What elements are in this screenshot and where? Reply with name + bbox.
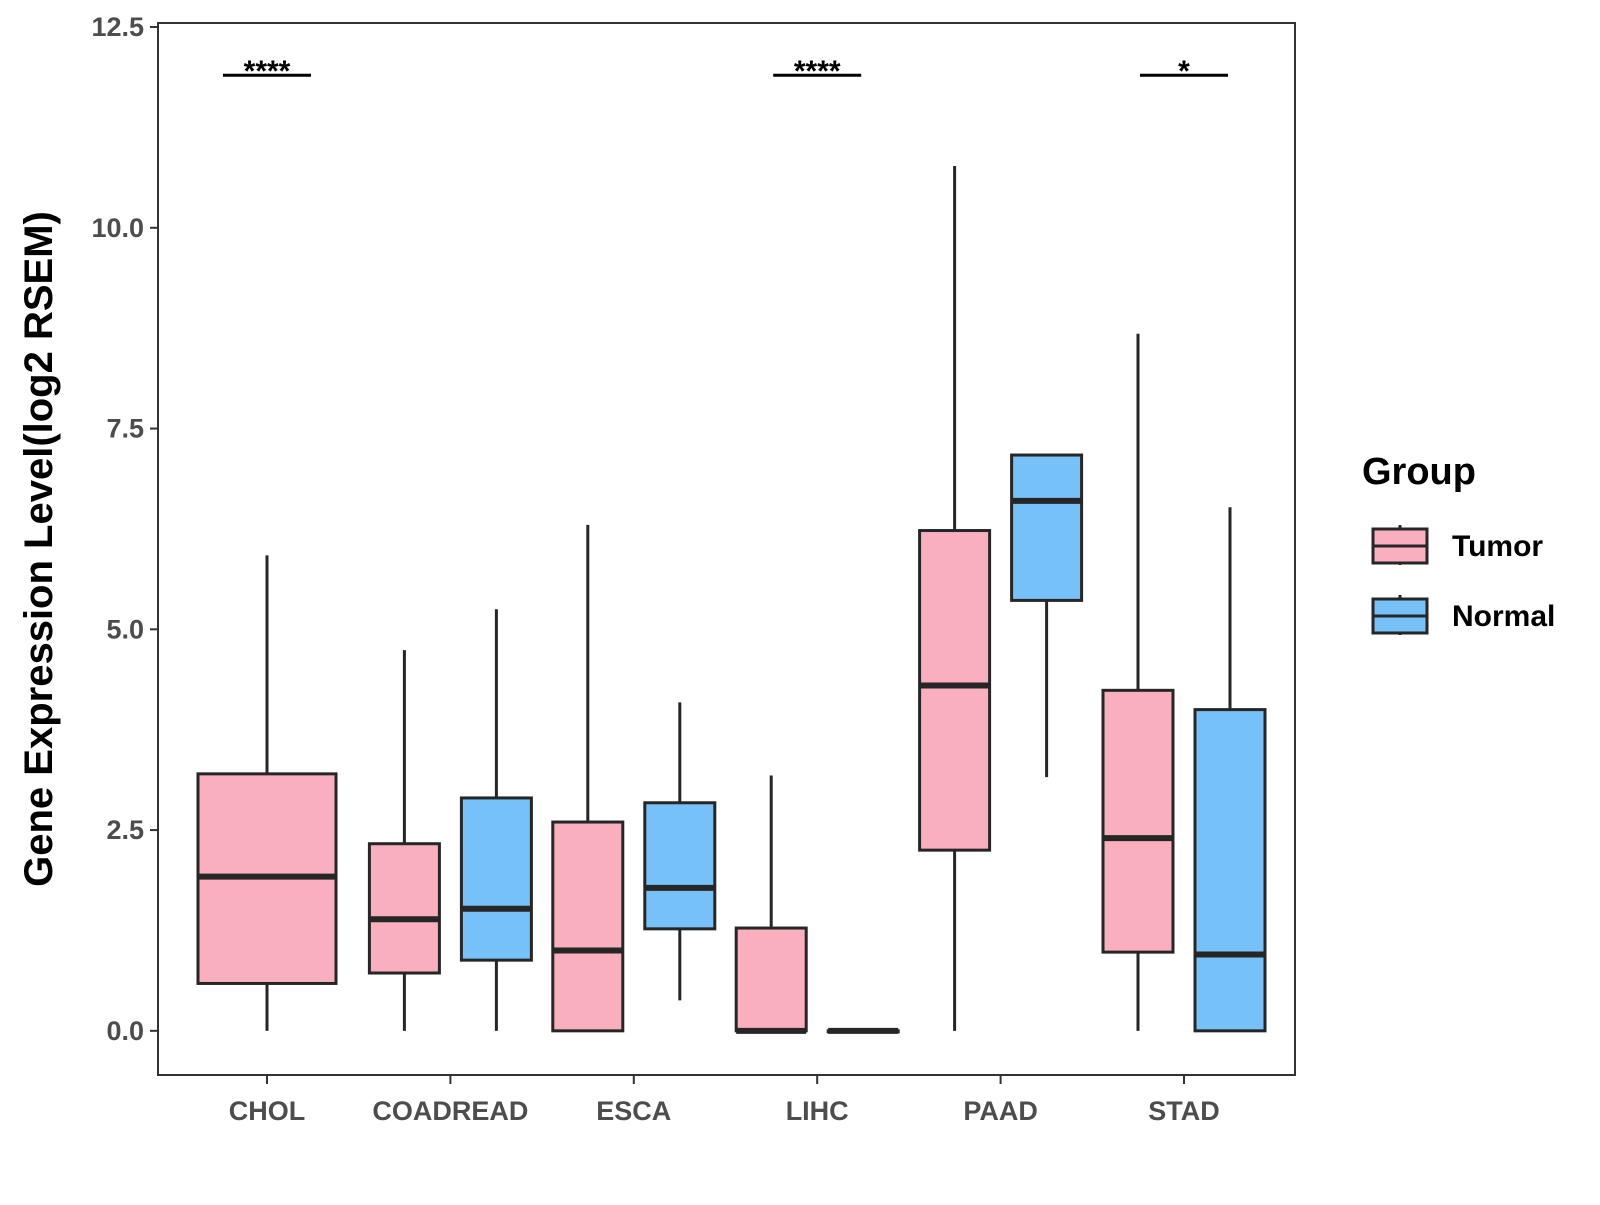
plot-panel-border — [157, 22, 1296, 1076]
box-body — [643, 801, 717, 931]
x-tick-label: COADREAD — [372, 1096, 528, 1126]
x-tick-label: LIHC — [786, 1096, 849, 1126]
x-tick-label: STAD — [1148, 1096, 1220, 1126]
y-tick-label: 5.0 — [106, 614, 144, 644]
y-tick-label: 12.5 — [91, 12, 144, 42]
tumor-box-paad — [918, 165, 992, 1031]
box-body — [367, 842, 441, 975]
significance-label: **** — [794, 55, 841, 88]
y-tick-label: 10.0 — [91, 213, 144, 243]
y-tick-label: 7.5 — [106, 414, 144, 444]
box-body — [734, 926, 808, 1033]
legend-title: Group — [1362, 451, 1476, 493]
box-body — [918, 529, 992, 852]
significance-label: * — [1178, 55, 1190, 88]
box-body — [551, 820, 625, 1033]
legend-entry-normal: Normal — [1371, 595, 1555, 635]
box-body — [1193, 708, 1267, 1033]
normal-box-paad — [1010, 453, 1084, 778]
x-tick-label: PAAD — [963, 1096, 1038, 1126]
legend: Group Tumor Normal — [1362, 451, 1555, 635]
tumor-box-lihc — [734, 775, 808, 1034]
legend-label: Tumor — [1452, 530, 1543, 563]
y-axis: 0.0 2.5 5.0 7.5 10.0 12.5 — [91, 12, 158, 1046]
tumor-box-stad — [1101, 333, 1175, 1031]
x-axis: CHOL COADREAD ESCA LIHC PAAD STAD — [229, 1075, 1220, 1126]
normal-box-esca — [643, 702, 717, 1001]
tumor-box-chol — [196, 555, 338, 1031]
plot-layer: **** **** * — [196, 55, 1267, 1034]
x-tick-label: ESCA — [596, 1096, 671, 1126]
x-tick-label: CHOL — [229, 1096, 306, 1126]
y-tick-label: 0.0 — [106, 1016, 144, 1046]
box-body — [459, 796, 533, 962]
box-body — [1101, 688, 1175, 954]
y-tick-label: 2.5 — [106, 815, 144, 845]
y-axis-title: Gene Expression Level(log2 RSEM) — [17, 211, 61, 887]
tumor-box-esca — [551, 524, 625, 1033]
legend-entry-tumor: Tumor — [1371, 525, 1543, 565]
tumor-box-coadread — [367, 650, 441, 1031]
box-body — [1010, 453, 1084, 602]
legend-label: Normal — [1452, 600, 1555, 633]
significance-label: **** — [244, 55, 291, 88]
normal-box-stad — [1193, 507, 1267, 1033]
normal-box-lihc — [826, 1027, 900, 1034]
normal-box-coadread — [459, 609, 533, 1031]
